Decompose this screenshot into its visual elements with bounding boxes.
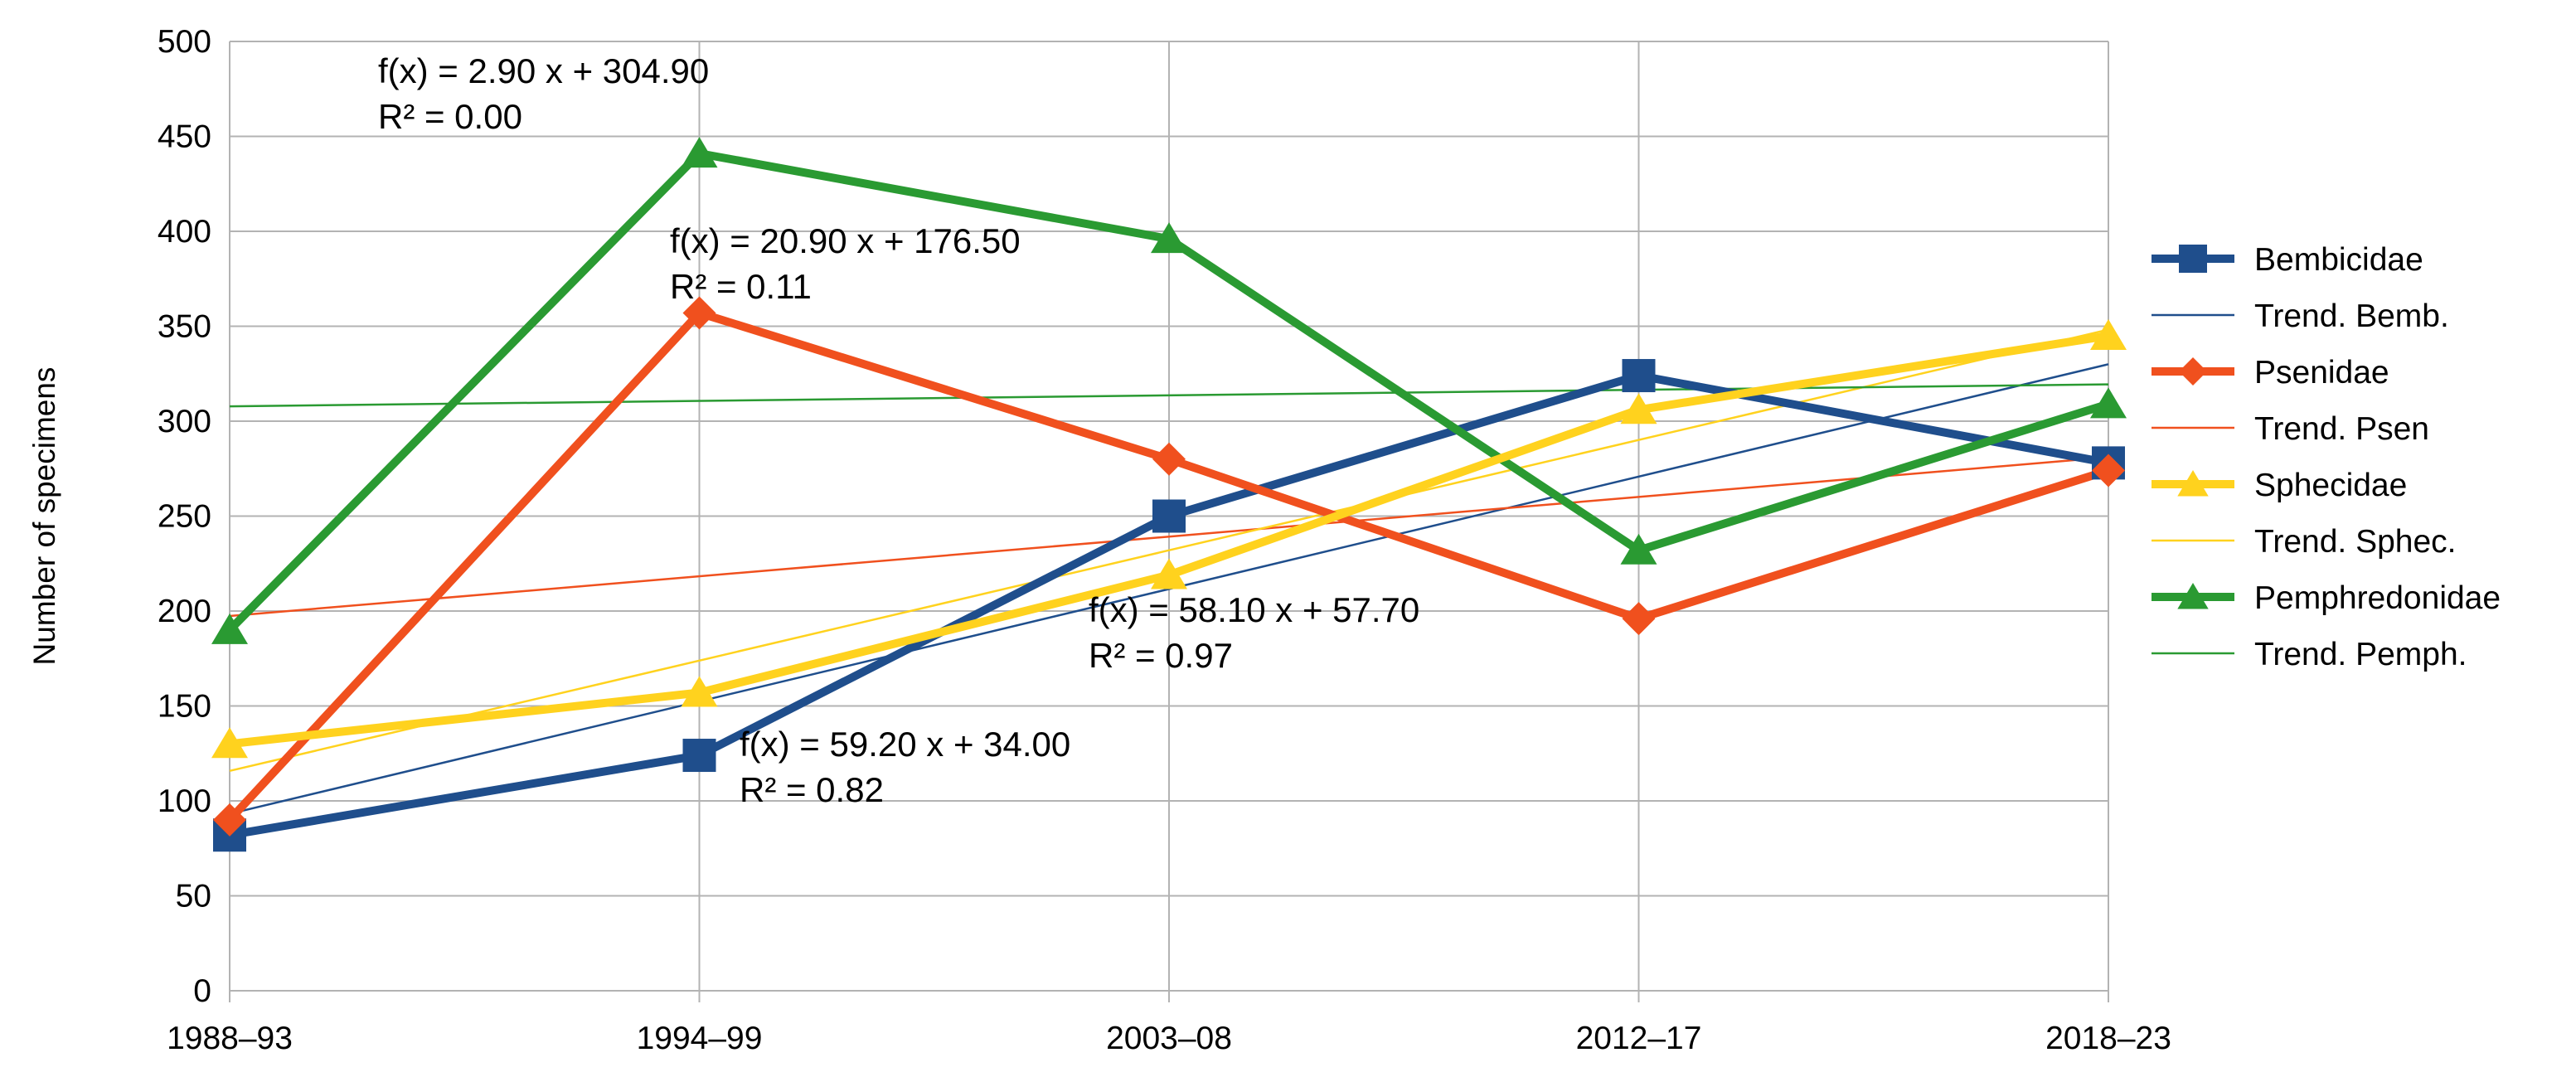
data-point-4 xyxy=(2090,387,2127,419)
data-point-4 xyxy=(1620,533,1657,565)
data-point-2 xyxy=(213,803,246,837)
data-point-2 xyxy=(1622,602,1656,636)
y-tick-label: 100 xyxy=(158,783,211,819)
data-point-3 xyxy=(211,727,248,759)
y-tick-label: 150 xyxy=(158,689,211,725)
y-tick-label: 300 xyxy=(158,404,211,439)
y-axis-title: Number of specimens xyxy=(27,367,61,666)
data-point-3 xyxy=(2090,318,2127,350)
y-tick-label: 200 xyxy=(158,594,211,629)
legend-label: Psenidae xyxy=(2254,355,2389,390)
legend-marker xyxy=(2177,470,2209,497)
legend-label: Pemphredonidae xyxy=(2254,580,2501,616)
legend-label: Trend. Sphec. xyxy=(2254,524,2457,560)
x-tick-label: 2012–17 xyxy=(1576,1021,1702,1056)
x-tick-label: 2003–08 xyxy=(1106,1021,1232,1056)
trend-equation: f(x) = 20.90 x + 176.50 xyxy=(670,221,1021,260)
trend-equation: f(x) = 58.10 x + 57.70 xyxy=(1089,590,1419,629)
trend-r-squared: R² = 0.97 xyxy=(1089,636,1233,675)
data-point-3 xyxy=(681,676,718,707)
legend-marker xyxy=(2179,245,2207,273)
data-point-1 xyxy=(1152,499,1186,533)
legend-label: Bembicidae xyxy=(2254,242,2423,278)
trend-equation: f(x) = 2.90 x + 304.90 xyxy=(378,51,709,90)
trend-r-squared: R² = 0.00 xyxy=(378,97,522,136)
legend-label: Trend. Pemph. xyxy=(2254,637,2467,672)
data-point-2 xyxy=(2092,454,2125,487)
data-point-1 xyxy=(1622,359,1656,393)
data-point-1 xyxy=(682,739,716,773)
y-tick-label: 0 xyxy=(193,973,211,1009)
trend-r-squared: R² = 0.82 xyxy=(740,770,884,809)
y-tick-label: 400 xyxy=(158,214,211,250)
data-point-3 xyxy=(1151,558,1187,589)
trendline-2 xyxy=(229,456,2109,618)
x-tick-label: 1994–99 xyxy=(637,1021,763,1056)
data-point-2 xyxy=(682,296,716,330)
data-point-3 xyxy=(1620,393,1657,424)
y-tick-label: 450 xyxy=(158,119,211,155)
y-tick-label: 50 xyxy=(176,879,211,914)
data-point-4 xyxy=(211,613,248,644)
trend-equation: f(x) = 59.20 x + 34.00 xyxy=(740,725,1070,764)
y-tick-label: 350 xyxy=(158,309,211,345)
legend-marker xyxy=(2179,357,2207,386)
legend-label: Trend. Bemb. xyxy=(2254,298,2449,334)
legend-label: Sphecidae xyxy=(2254,468,2407,503)
legend-marker xyxy=(2177,583,2209,609)
data-point-2 xyxy=(1152,442,1186,476)
y-tick-label: 500 xyxy=(158,24,211,60)
legend-label: Trend. Psen xyxy=(2254,411,2429,447)
y-tick-label: 250 xyxy=(158,499,211,535)
data-point-4 xyxy=(1151,222,1187,254)
trend-r-squared: R² = 0.11 xyxy=(670,267,812,306)
x-tick-label: 1988–93 xyxy=(167,1021,293,1056)
x-tick-label: 2018–23 xyxy=(2045,1021,2171,1056)
data-point-4 xyxy=(681,137,718,168)
